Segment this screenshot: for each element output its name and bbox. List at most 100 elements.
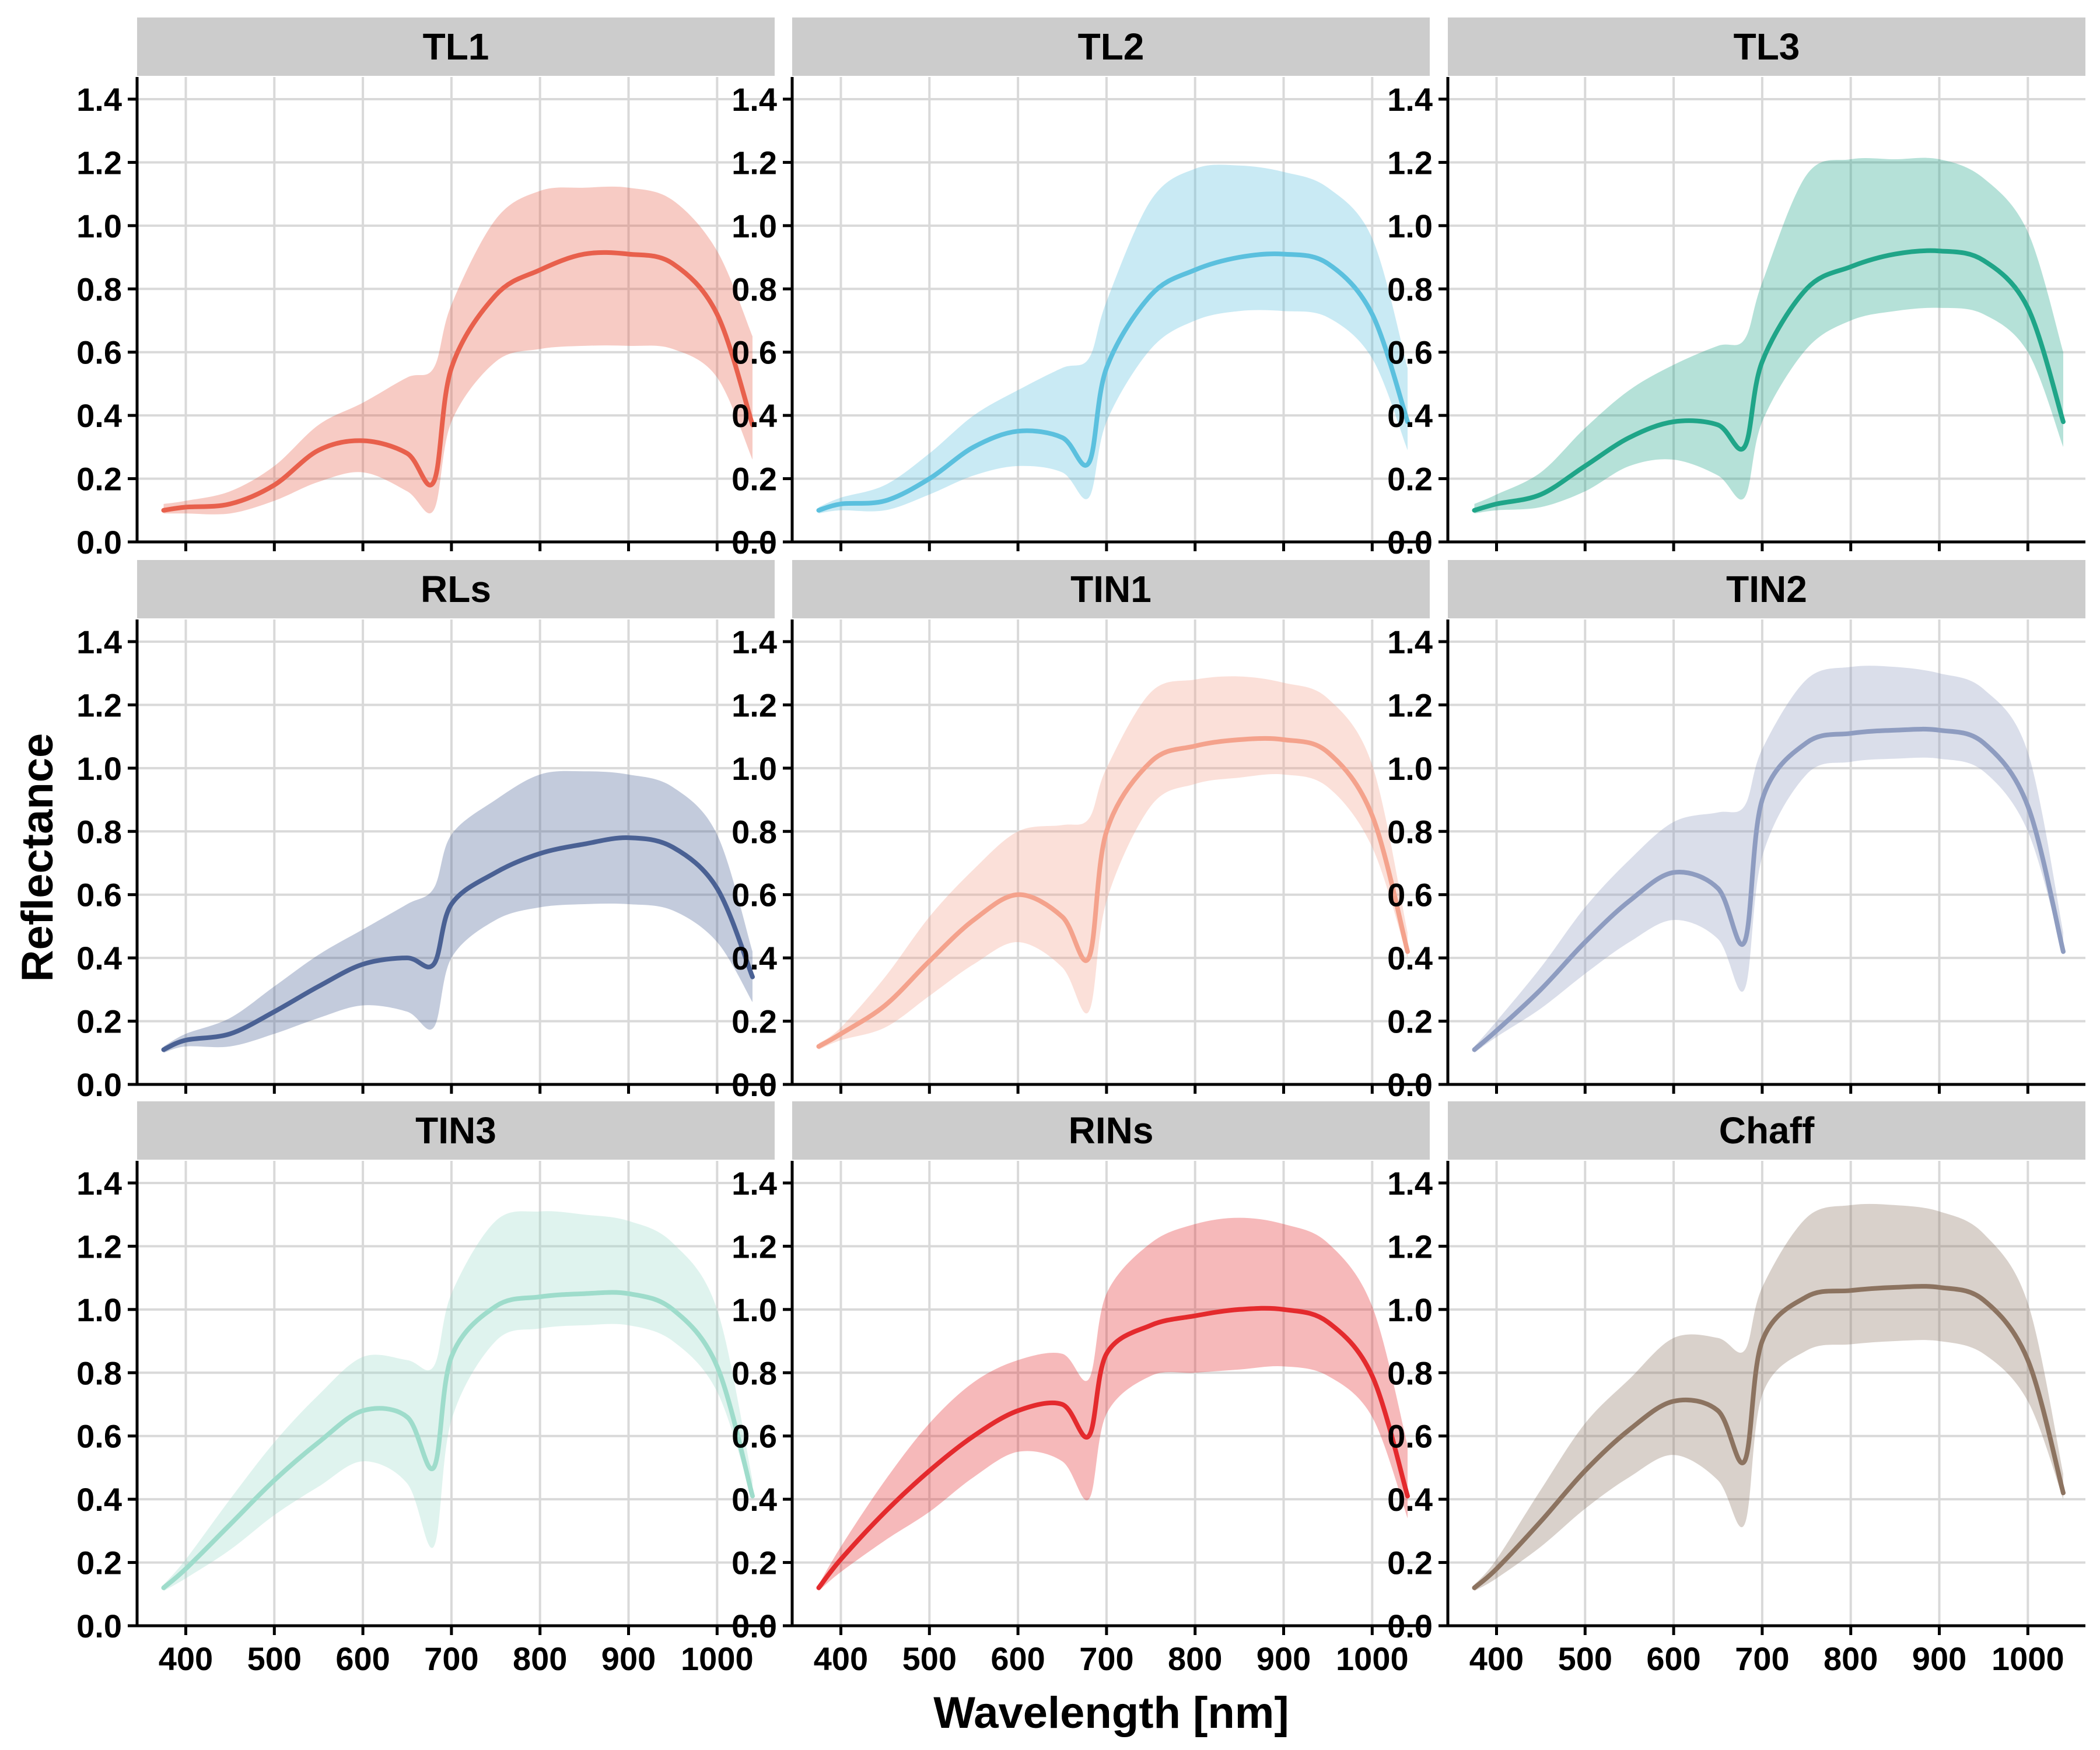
y-tick-label: 0.8	[732, 813, 777, 850]
y-axis-title: Reflectance	[13, 733, 62, 982]
y-tick-label: 0.4	[1387, 397, 1433, 434]
facet-panel-tl3: TL30.00.20.40.60.81.01.21.44005006007008…	[1387, 18, 2085, 593]
x-tick-label: 800	[1824, 1640, 1878, 1677]
y-tick-label: 0.4	[76, 397, 122, 434]
y-tick-label: 0.0	[732, 524, 777, 561]
facet-strip	[137, 1101, 775, 1160]
facet-strip	[792, 560, 1430, 618]
y-tick-label: 1.0	[1387, 750, 1433, 787]
y-tick-label: 0.2	[76, 1545, 122, 1581]
mean-line	[816, 736, 1410, 1049]
y-tick-label: 1.0	[1387, 1292, 1433, 1328]
panel-background	[792, 1161, 1430, 1626]
y-tick-label: 1.4	[76, 1165, 122, 1202]
y-tick-label: 0.6	[76, 1418, 122, 1455]
facet-panel-rls: RLs0.00.20.40.60.81.01.21.44005006007008…	[76, 560, 775, 1136]
facet-panels: TL1 0.0 0.2 0.4 0.6 0.8 1.0 1.2 1.4 400 500 600 700 8…	[76, 18, 2085, 1677]
facet-strip	[1448, 1101, 2085, 1160]
y-tick-label: 1.2	[76, 1228, 122, 1265]
ribbon-band	[1474, 158, 2063, 514]
y-tick-label: 1.2	[76, 144, 122, 181]
y-tick-label: 0.2	[1387, 461, 1433, 498]
y-tick-label: 1.0	[732, 208, 777, 244]
x-tick-label: 400	[1469, 1640, 1524, 1677]
facet-strip-label: TIN2	[1726, 568, 1807, 610]
panel-background	[1448, 620, 2085, 1084]
facet-strip	[792, 1101, 1430, 1160]
y-tick-label: 0.0	[76, 1608, 122, 1644]
ribbon-band	[163, 1211, 752, 1591]
facet-strip	[137, 18, 775, 76]
facet-panel-tl1: TL10.00.20.40.60.81.01.21.44005006007008…	[76, 18, 775, 593]
y-tick-label: 1.2	[732, 687, 777, 723]
facet-strip-label: TIN1	[1070, 568, 1152, 610]
facet-panel-tin1: TIN10.00.20.40.60.81.01.21.4400500600700…	[732, 560, 1430, 1136]
y-tick-label: 0.6	[732, 334, 777, 371]
y-tick-label: 0.2	[1387, 1003, 1433, 1040]
y-tick-label: 1.4	[1387, 1165, 1433, 1202]
y-tick-label: 1.4	[76, 624, 122, 660]
mean-line	[816, 251, 1410, 513]
mean-line	[161, 1290, 755, 1590]
ribbon-band	[1474, 1203, 2063, 1591]
y-tick-label: 0.6	[732, 1418, 777, 1455]
y-tick-label: 0.8	[1387, 813, 1433, 850]
facet-strip	[1448, 18, 2085, 76]
x-tick-label: 400	[814, 1640, 868, 1677]
x-tick-label: 1000	[1336, 1640, 1409, 1677]
y-tick-label: 1.0	[76, 750, 122, 787]
y-tick-label: 1.0	[732, 750, 777, 787]
y-tick-label: 1.4	[732, 624, 777, 660]
x-tick-label: 500	[247, 1640, 302, 1677]
y-tick-label: 0.6	[76, 877, 122, 914]
y-tick-label: 0.6	[1387, 334, 1433, 371]
y-tick-label: 0.6	[76, 334, 122, 371]
y-tick-label: 0.8	[732, 271, 777, 307]
facet-panel-tin2: TIN20.00.20.40.60.81.01.21.4400500600700…	[1387, 560, 2085, 1136]
x-tick-label: 900	[601, 1640, 656, 1677]
y-tick-label: 1.2	[76, 687, 122, 723]
y-tick-label: 0.4	[1387, 940, 1433, 977]
mean-line	[1472, 248, 2066, 513]
ribbon-band	[818, 1217, 1408, 1591]
y-tick-label: 0.0	[76, 524, 122, 561]
mean-line	[1472, 1284, 2066, 1590]
mean-line	[161, 835, 755, 1052]
facet-strip-label: TL1	[423, 26, 489, 68]
y-tick-label: 1.0	[76, 1292, 122, 1328]
y-tick-label: 0.6	[732, 877, 777, 914]
y-tick-label: 0.8	[1387, 271, 1433, 307]
x-axis-title: Wavelength [nm]	[933, 1688, 1289, 1738]
y-tick-label: 1.0	[732, 1292, 777, 1328]
y-tick-label: 0.0	[1387, 524, 1433, 561]
y-tick-label: 1.2	[1387, 144, 1433, 181]
x-tick-label: 400	[159, 1640, 213, 1677]
mean-line	[816, 1306, 1410, 1590]
y-tick-label: 1.4	[732, 81, 777, 118]
y-tick-label: 1.4	[1387, 81, 1433, 118]
mean-line	[161, 250, 755, 513]
y-tick-label: 1.4	[732, 1165, 777, 1202]
x-tick-label: 500	[1558, 1640, 1612, 1677]
y-tick-label: 0.2	[1387, 1545, 1433, 1581]
y-tick-label: 0.2	[732, 461, 777, 498]
y-tick-label: 0.0	[732, 1608, 777, 1644]
y-tick-label: 0.8	[732, 1354, 777, 1391]
x-tick-label: 800	[1168, 1640, 1222, 1677]
x-tick-label: 900	[1256, 1640, 1311, 1677]
facet-strip-label: RLs	[421, 568, 491, 610]
panel-background	[1448, 1161, 2085, 1626]
x-tick-label: 700	[1079, 1640, 1133, 1677]
x-tick-label: 700	[1735, 1640, 1789, 1677]
y-tick-label: 0.4	[732, 397, 777, 434]
y-tick-label: 0.8	[76, 1354, 122, 1391]
y-tick-label: 0.4	[1387, 1481, 1433, 1518]
y-tick-label: 0.4	[76, 1481, 122, 1518]
ribbon-band	[818, 164, 1408, 514]
y-tick-label: 0.2	[732, 1545, 777, 1581]
mean-line	[1472, 726, 2066, 1052]
facet-panel-tin3: TIN3 0.0 0.2 0.4 0.6 0.8 1.0 1.2 1.4 400 500 600 700…	[76, 1101, 775, 1677]
x-tick-label: 600	[335, 1640, 390, 1677]
y-tick-label: 1.4	[76, 81, 122, 118]
